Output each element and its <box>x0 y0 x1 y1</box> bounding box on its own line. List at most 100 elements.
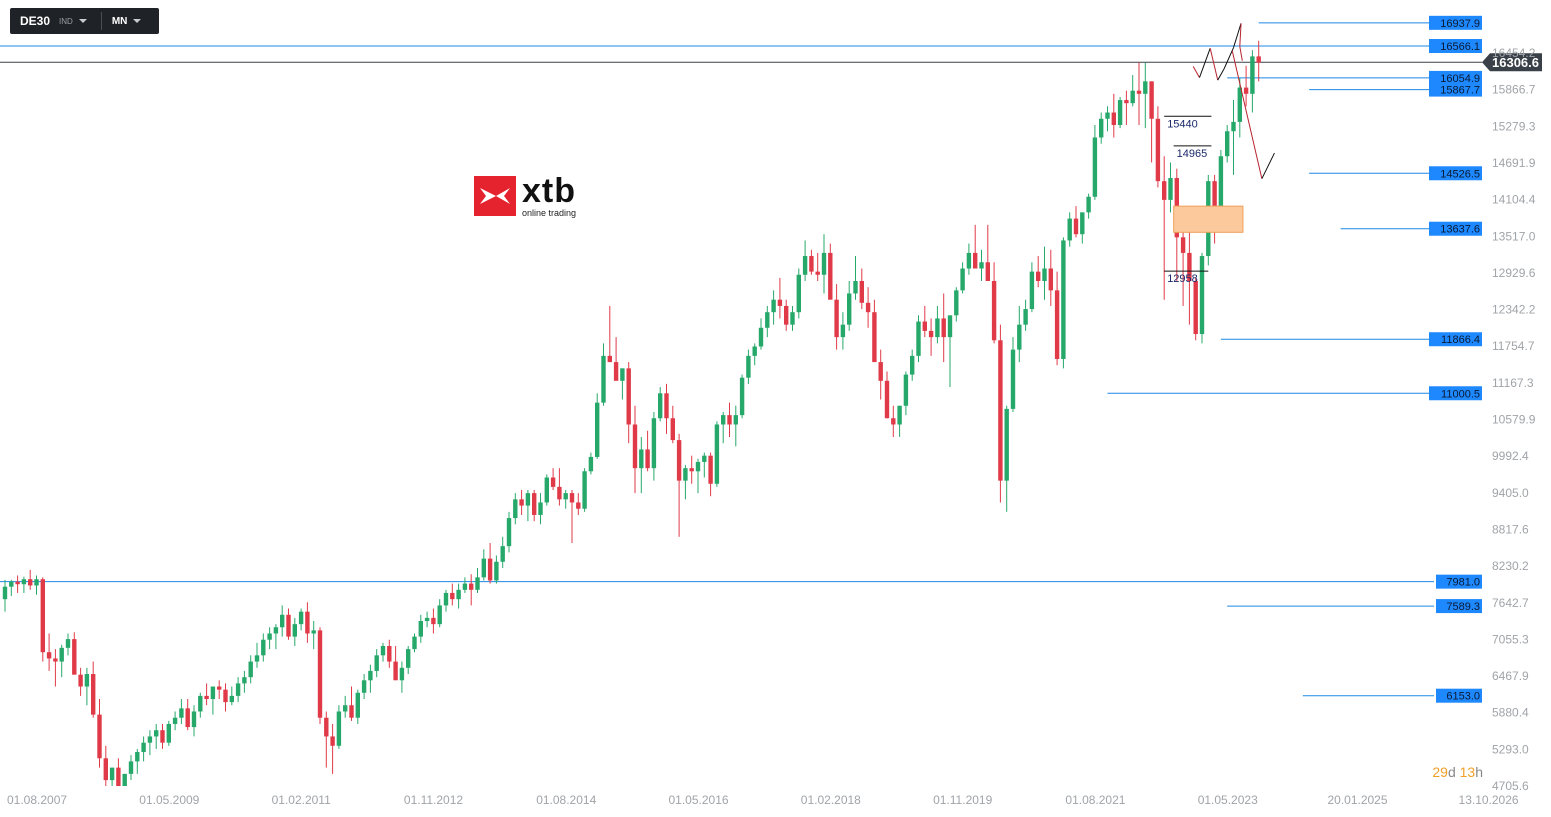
candle-body <box>1099 118 1104 138</box>
candle-body <box>261 639 266 656</box>
x-tick-label: 13.10.2026 <box>1459 793 1519 807</box>
candle-body <box>834 299 839 338</box>
candle-body <box>683 468 688 481</box>
candle-body <box>821 252 827 275</box>
countdown-hours-unit: h <box>1475 764 1483 780</box>
projection-segment[interactable] <box>1239 23 1242 47</box>
projection-segment[interactable] <box>1231 50 1263 179</box>
candle-body <box>1042 268 1047 281</box>
level-label: 13637.6 <box>1440 224 1480 236</box>
candle-body <box>116 767 121 786</box>
candle-body <box>280 614 285 628</box>
candle-body <box>1162 181 1167 200</box>
candle-body <box>1180 237 1186 253</box>
symbol-label[interactable]: DE30 <box>20 14 51 28</box>
candle-body <box>891 418 896 425</box>
candle-body <box>324 717 329 737</box>
candle-body <box>1023 309 1028 325</box>
interval-dropdown-icon[interactable] <box>133 19 142 23</box>
candle-body <box>626 368 631 425</box>
candle-body <box>752 346 757 356</box>
candle-body <box>91 674 96 715</box>
candle-body <box>469 583 474 590</box>
candle-body <box>443 592 449 606</box>
target-zone[interactable] <box>1173 205 1244 233</box>
y-tick-label: 6467.9 <box>1492 669 1529 683</box>
candle-body <box>721 415 726 425</box>
candle-body <box>103 758 108 781</box>
y-tick-label: 5293.0 <box>1492 742 1529 756</box>
candle-body <box>242 677 247 684</box>
candle-body <box>815 271 820 275</box>
candle-body <box>72 639 77 675</box>
candle-body <box>935 318 940 338</box>
candle-body <box>985 262 990 281</box>
y-tick-label: 12342.2 <box>1492 303 1536 317</box>
level-label-bg <box>1429 221 1482 236</box>
candle-body <box>229 695 234 703</box>
y-tick-label: 9405.0 <box>1492 486 1529 500</box>
projection-segment[interactable] <box>1239 46 1243 61</box>
candle-body <box>450 592 455 600</box>
level-label-bg <box>1436 599 1482 614</box>
candle-body <box>1086 196 1091 213</box>
candle-body <box>1225 131 1230 157</box>
candle-body <box>84 674 90 687</box>
candle-body <box>254 655 260 662</box>
candle-body <box>532 493 537 515</box>
level-label-bg <box>1429 332 1482 347</box>
candle-body <box>595 402 600 457</box>
candle-body <box>330 736 335 746</box>
projection-segment[interactable] <box>1199 48 1211 78</box>
level-label-bg <box>1429 386 1482 401</box>
level-label: 16937.9 <box>1440 18 1480 30</box>
candle-body <box>1237 87 1242 122</box>
candle-body <box>361 680 367 693</box>
x-tick-label: 01.11.2019 <box>933 793 992 807</box>
candle-body <box>210 686 216 700</box>
candle-body <box>563 493 568 500</box>
candle-body <box>475 577 480 590</box>
level-label: 16054.9 <box>1440 73 1480 85</box>
level-label-bg <box>1429 82 1482 97</box>
candle-body <box>53 658 58 662</box>
chart-toolbar: DE30 IND MN <box>10 8 159 34</box>
y-tick-label: 16454.2 <box>1492 46 1536 60</box>
y-tick-label: 11754.7 <box>1492 339 1535 353</box>
projection-segment[interactable] <box>1217 68 1225 81</box>
level-label: 15867.7 <box>1440 85 1480 97</box>
candle-body <box>147 736 153 743</box>
candle-body <box>267 633 272 640</box>
candle-body <box>462 583 468 590</box>
projection-segment[interactable] <box>1209 48 1219 81</box>
countdown-days-unit: d <box>1447 764 1456 780</box>
candle-body <box>317 630 323 718</box>
candle-body <box>223 689 228 703</box>
candle-body <box>487 558 493 581</box>
candle-body <box>973 252 978 269</box>
interval-selector[interactable]: MN <box>111 15 128 27</box>
candle-body <box>292 624 297 637</box>
x-tick-label: 20.01.2025 <box>1327 793 1387 807</box>
y-tick-label: 13517.0 <box>1492 229 1536 243</box>
candle-body <box>658 393 663 419</box>
candle-body <box>941 318 946 338</box>
candle-body <box>998 340 1003 481</box>
y-tick-label: 15866.7 <box>1492 83 1536 97</box>
candle-body <box>418 621 423 637</box>
projection-segment[interactable] <box>1233 23 1242 48</box>
candle-body <box>790 312 795 325</box>
candle-body <box>1029 271 1035 310</box>
candle-body <box>1256 56 1261 63</box>
candle-body <box>349 705 354 718</box>
candle-body <box>185 708 190 728</box>
candle-body <box>1111 112 1116 126</box>
projection-segment[interactable] <box>1261 152 1275 179</box>
symbol-dropdown-icon[interactable] <box>78 19 87 23</box>
projection-segment[interactable] <box>1192 66 1200 78</box>
candle-body <box>784 305 789 325</box>
candle-countdown: 29d 13h <box>1432 764 1483 780</box>
y-tick-label: 14691.9 <box>1492 156 1536 170</box>
candle-body <box>809 256 814 272</box>
